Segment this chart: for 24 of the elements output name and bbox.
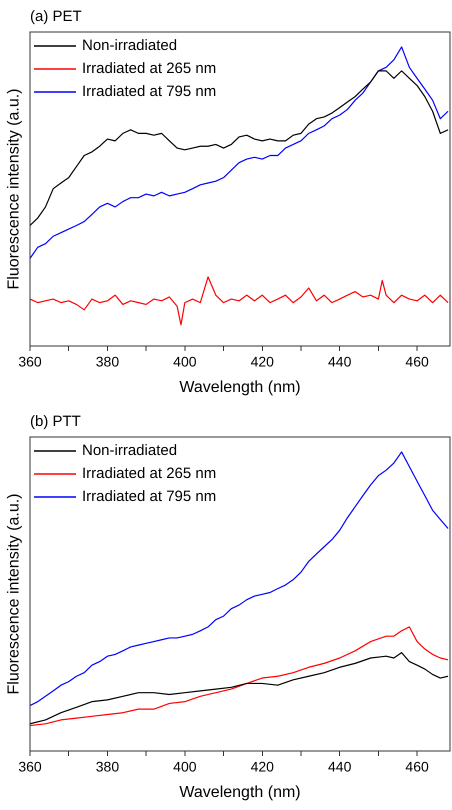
chart-title: (b) PTT	[30, 413, 81, 430]
x-axis-title: Wavelength (nm)	[179, 378, 301, 396]
legend-label: Irradiated at 265 nm	[82, 465, 216, 482]
x-tick-label: 380	[96, 353, 120, 370]
chart-title: (a) PET	[30, 8, 82, 26]
x-tick-label: 420	[250, 353, 274, 370]
x-axis-title: Wavelength (nm)	[179, 784, 301, 801]
y-axis-title: Fluorescence intensity (a.u.)	[5, 494, 22, 694]
x-tick-label: 400	[173, 353, 197, 370]
x-tick-label: 440	[328, 758, 352, 774]
legend-label: Irradiated at 795 nm	[82, 488, 216, 506]
y-axis-title: Fluorescence intensity (a.u.)	[5, 88, 22, 290]
x-tick-label: 360	[18, 758, 42, 774]
legend-label: Non-irradiated	[82, 37, 178, 54]
legend-label: Irradiated at 265 nm	[82, 60, 216, 78]
x-tick-label: 360	[18, 353, 42, 370]
legend-label: Irradiated at 795 nm	[82, 83, 216, 100]
x-tick-label: 400	[173, 758, 197, 774]
x-tick-label: 380	[96, 758, 120, 774]
x-tick-label: 460	[405, 758, 429, 774]
x-tick-label: 460	[405, 353, 429, 370]
x-tick-label: 440	[328, 353, 352, 370]
legend-label: Non-irradiated	[82, 442, 178, 460]
x-tick-label: 420	[250, 758, 274, 774]
